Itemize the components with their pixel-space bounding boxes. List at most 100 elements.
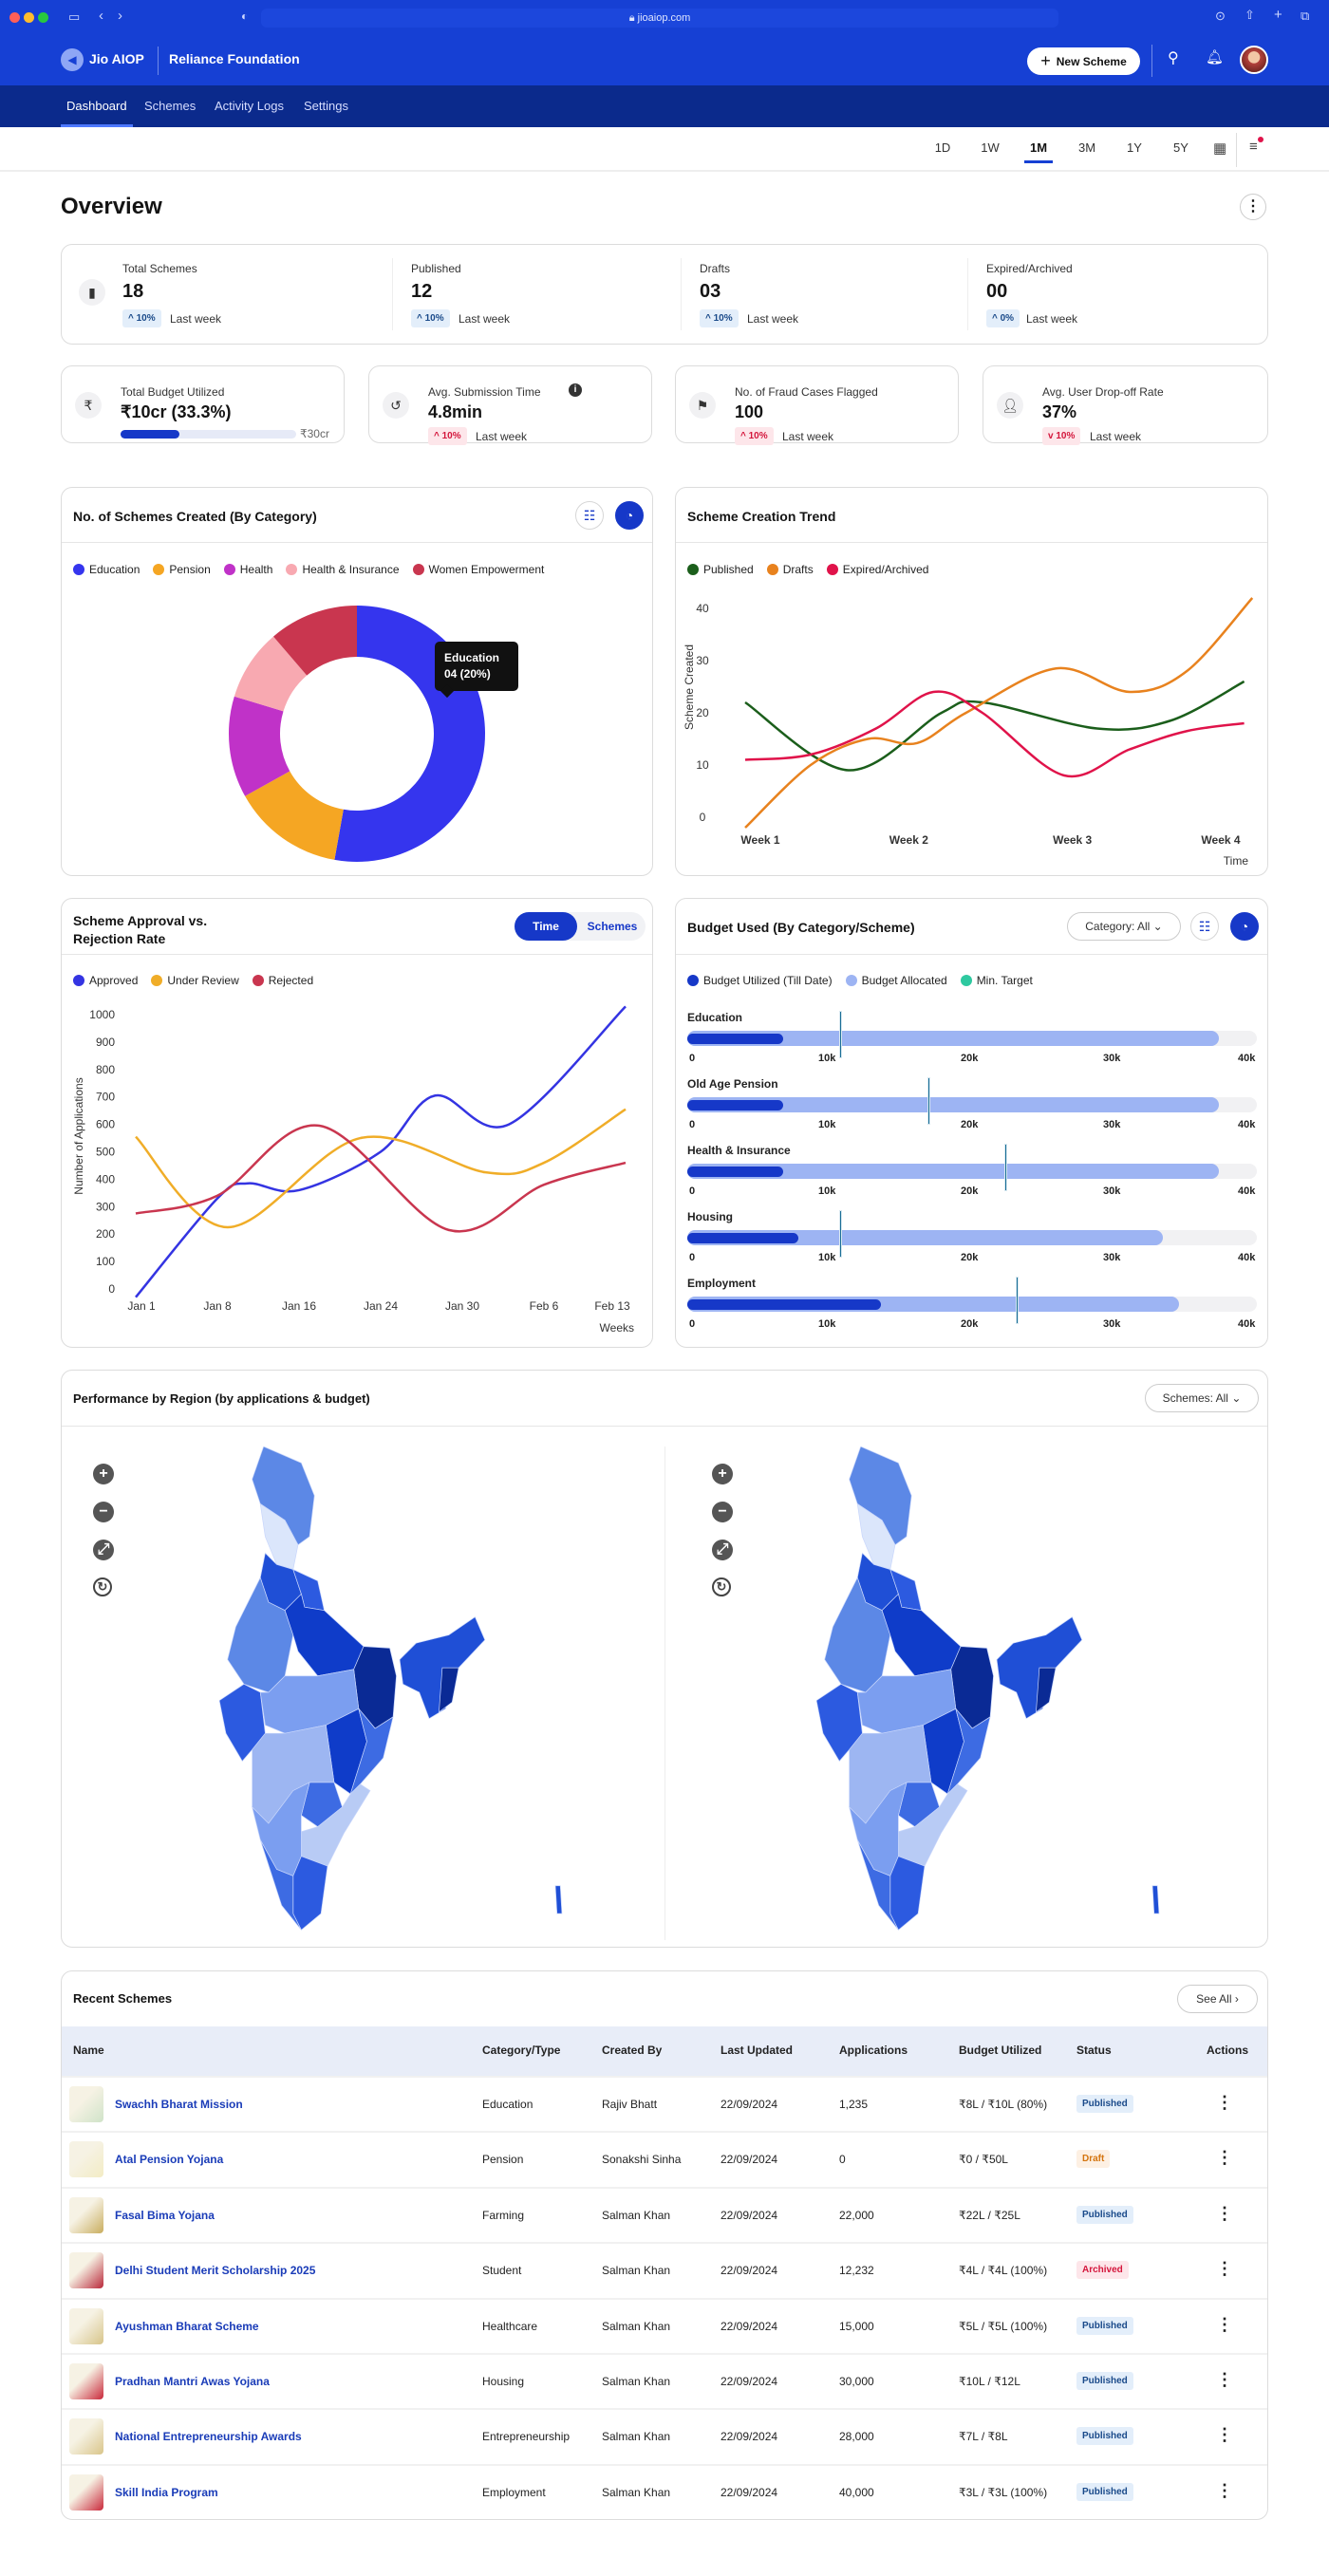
fit-bounds-button[interactable]: ⤢ (93, 1540, 114, 1560)
series-line-expired-archived[interactable] (744, 690, 1245, 778)
legend-item[interactable]: Expired/Archived (826, 563, 928, 576)
series-line-approved[interactable] (135, 1005, 627, 1298)
map-region-andhra-pradesh[interactable] (898, 1783, 968, 1867)
download-icon[interactable]: ⊙ (1215, 9, 1226, 23)
address-bar[interactable]: 🔒︎ jioaiop.com (261, 9, 1058, 28)
toggle-schemes[interactable]: Schemes (587, 920, 638, 933)
range-1y[interactable]: 1Y (1127, 140, 1142, 155)
pie-view-button[interactable]: ◔ (615, 501, 644, 530)
map-region-odisha[interactable] (349, 1708, 394, 1795)
row-actions-kebab-icon[interactable]: ⋮ (1216, 2314, 1233, 2334)
back-icon[interactable]: ‹ (99, 8, 103, 24)
legend-item[interactable]: Min. Target (960, 974, 1033, 987)
pie-view-button[interactable]: ◔ (1230, 912, 1259, 941)
range-5y[interactable]: 5Y (1173, 140, 1189, 155)
min-target-marker[interactable] (838, 1210, 842, 1258)
user-avatar[interactable] (1240, 46, 1268, 74)
min-target-marker[interactable] (1003, 1144, 1007, 1191)
more-options-button[interactable]: ⋮ (1240, 194, 1266, 220)
scheme-name-link[interactable]: Atal Pension Yojana (115, 2153, 224, 2167)
row-actions-kebab-icon[interactable]: ⋮ (1216, 2259, 1233, 2279)
schemes-filter-dropdown[interactable]: Schemes: All ⌄ (1145, 1384, 1259, 1412)
map-region-kerala[interactable] (259, 1839, 302, 1931)
scheme-name-link[interactable]: Skill India Program (115, 2485, 218, 2499)
bell-icon[interactable]: 🔔︎ (1206, 49, 1225, 65)
donut-slice-women-empowerment[interactable] (273, 606, 357, 676)
reset-map-button[interactable]: ↻ (712, 1577, 731, 1596)
map-region-mizoram-tripura[interactable] (1036, 1667, 1057, 1713)
range-1m[interactable]: 1M (1024, 140, 1053, 163)
table-row[interactable]: Atal Pension Yojana Pension Sonakshi Sinha… (62, 2131, 1267, 2186)
map-region-andaman-nicobar[interactable] (554, 1885, 563, 1914)
zoom-in-button[interactable]: + (93, 1464, 114, 1484)
scheme-name-link[interactable]: Ayushman Bharat Scheme (115, 2319, 259, 2333)
row-actions-kebab-icon[interactable]: ⋮ (1216, 2425, 1233, 2445)
legend-item[interactable]: Published (687, 563, 754, 576)
map-region-tamil-nadu[interactable] (292, 1856, 328, 1931)
fit-bounds-button[interactable]: ⤢ (712, 1540, 733, 1560)
tabs-overview-icon[interactable]: ⧉ (1301, 9, 1310, 23)
see-all-button[interactable]: See All › (1177, 1985, 1258, 2013)
min-target-marker[interactable] (927, 1077, 930, 1125)
zoom-in-button[interactable]: + (712, 1464, 733, 1484)
nav-tab-schemes[interactable]: Schemes (144, 99, 197, 113)
forward-icon[interactable]: › (118, 8, 122, 24)
table-row[interactable]: Swachh Bharat Mission Education Rajiv Bhat… (62, 2076, 1267, 2131)
minimize-window-button[interactable] (24, 12, 34, 23)
calendar-icon[interactable]: ▦ (1213, 140, 1227, 157)
series-line-rejected[interactable] (135, 1124, 627, 1233)
budget-allocated-bar[interactable] (687, 1097, 1219, 1112)
map-region-mizoram-tripura[interactable] (439, 1667, 459, 1713)
budget-utilized-bar[interactable] (687, 1167, 783, 1177)
table-row[interactable]: Fasal Bima Yojana Farming Salman Khan 22/09… (62, 2186, 1267, 2242)
donut-slice-health[interactable] (229, 696, 290, 796)
budget-allocated-bar[interactable] (687, 1031, 1219, 1046)
map-region-kerala[interactable] (856, 1839, 899, 1931)
table-row[interactable]: Ayushman Bharat Scheme Healthcare Salman K… (62, 2297, 1267, 2353)
min-target-marker[interactable] (1015, 1277, 1019, 1324)
app-name[interactable]: Jio AIOP (89, 51, 144, 66)
legend-item[interactable]: Health & Insurance (286, 563, 400, 576)
reset-map-button[interactable]: ↻ (93, 1577, 112, 1596)
budget-allocated-bar[interactable] (687, 1164, 1219, 1179)
table-view-button[interactable]: ☷ (1190, 912, 1219, 941)
min-target-marker[interactable] (838, 1011, 842, 1058)
series-line-drafts[interactable] (744, 597, 1254, 829)
legend-item[interactable]: Drafts (766, 563, 814, 576)
table-row[interactable]: National Entrepreneurship Awards Entrepre… (62, 2408, 1267, 2463)
row-actions-kebab-icon[interactable]: ⋮ (1216, 2203, 1233, 2223)
legend-item[interactable]: Pension (153, 563, 211, 576)
nav-tab-settings[interactable]: Settings (304, 99, 348, 113)
table-row[interactable]: Pradhan Mantri Awas Yojana Housing Salman … (62, 2353, 1267, 2408)
legend-item[interactable]: Education (73, 563, 140, 576)
table-row[interactable]: Delhi Student Merit Scholarship 2025 Stud… (62, 2242, 1267, 2297)
map-region-andaman-nicobar[interactable] (1151, 1885, 1160, 1914)
info-icon[interactable]: i (569, 383, 582, 397)
row-actions-kebab-icon[interactable]: ⋮ (1216, 2480, 1233, 2500)
map-region-tamil-nadu[interactable] (889, 1856, 926, 1931)
legend-item[interactable]: Rejected (252, 974, 313, 987)
map-region-uttar-pradesh[interactable] (881, 1593, 962, 1677)
budget-allocated-bar[interactable] (687, 1230, 1163, 1245)
legend-item[interactable]: Budget Allocated (845, 974, 947, 987)
row-actions-kebab-icon[interactable]: ⋮ (1216, 2148, 1233, 2168)
row-actions-kebab-icon[interactable]: ⋮ (1216, 2370, 1233, 2389)
budget-utilized-bar[interactable] (687, 1299, 881, 1310)
budget-utilized-bar[interactable] (687, 1100, 783, 1111)
map-region-odisha[interactable] (946, 1708, 991, 1795)
legend-item[interactable]: Health (223, 563, 272, 576)
zoom-out-button[interactable]: − (712, 1502, 733, 1522)
budget-utilized-bar[interactable] (687, 1034, 783, 1044)
scheme-name-link[interactable]: Fasal Bima Yojana (115, 2208, 215, 2222)
toggle-time[interactable]: Time (515, 912, 577, 941)
sidebar-toggle-icon[interactable]: ▭ (68, 9, 81, 24)
range-3m[interactable]: 3M (1077, 140, 1096, 155)
map-region-andhra-pradesh[interactable] (301, 1783, 371, 1867)
close-window-button[interactable] (9, 12, 20, 23)
scheme-name-link[interactable]: National Entrepreneurship Awards (115, 2430, 302, 2444)
shield-icon[interactable]: ◐ (241, 9, 249, 23)
row-actions-kebab-icon[interactable]: ⋮ (1216, 2093, 1233, 2112)
scheme-name-link[interactable]: Pradhan Mantri Awas Yojana (115, 2375, 270, 2388)
nav-tab-activity-logs[interactable]: Activity Logs (215, 99, 284, 113)
donut-slice-pension[interactable] (245, 771, 344, 860)
